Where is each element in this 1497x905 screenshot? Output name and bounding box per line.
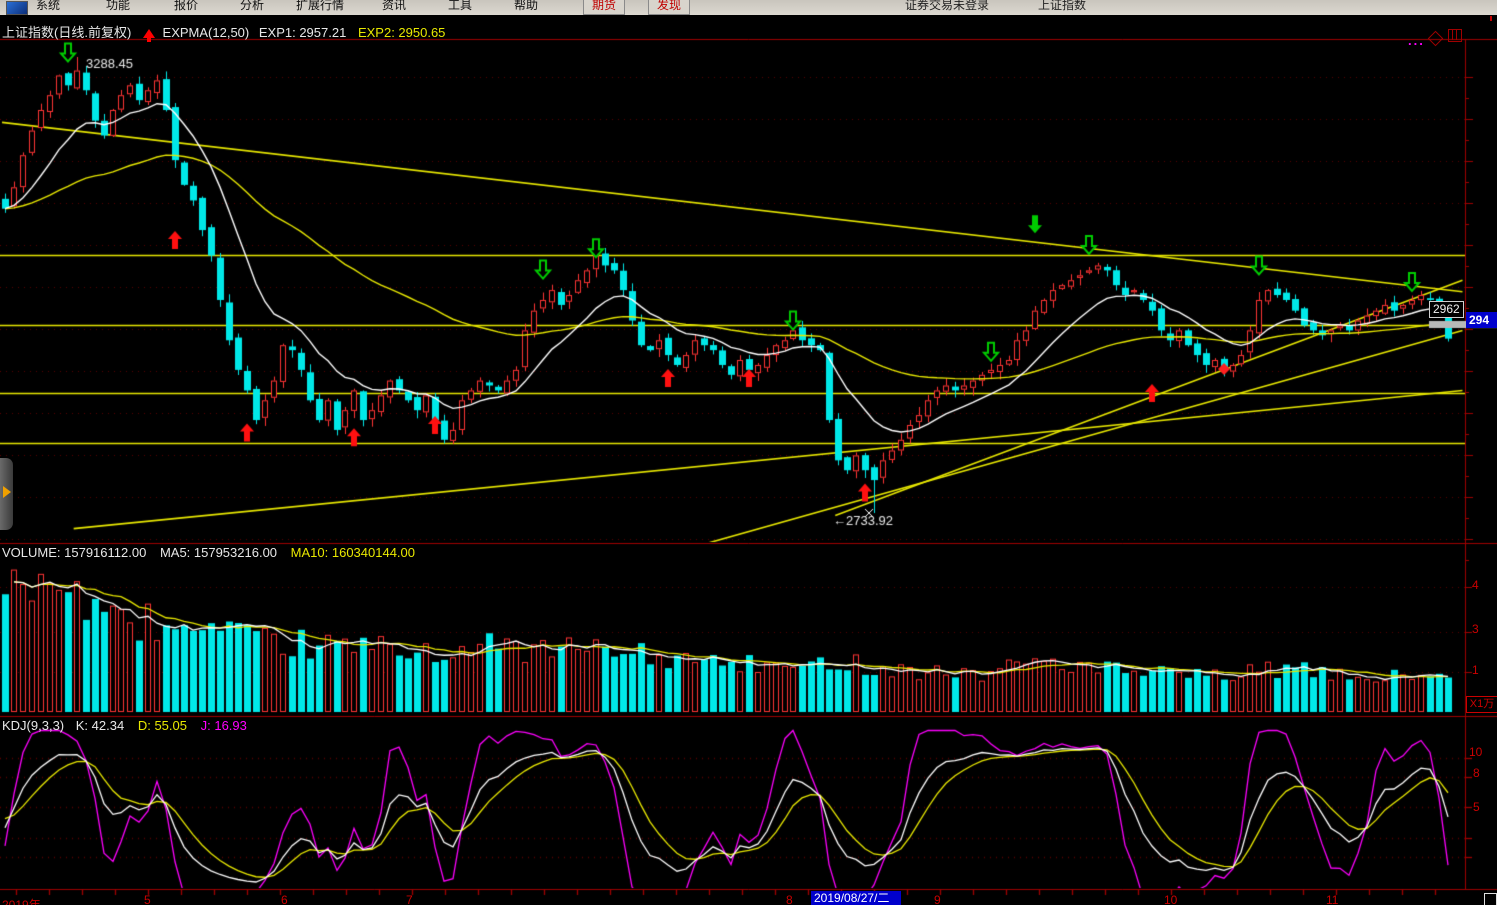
red-up-arrow-icon bbox=[142, 29, 155, 42]
volume-header-row: VOLUME: 157916112.00 MA5: 157953216.00 M… bbox=[2, 545, 415, 560]
exp1-value: EXP1: 2957.21 bbox=[258, 25, 347, 40]
indicator-name[interactable]: EXPMA(12,50) bbox=[162, 25, 250, 40]
current-symbol-text: 上证指数 bbox=[1038, 0, 1087, 12]
timeline-year-label: 2019年 bbox=[2, 898, 41, 905]
volume-multiplier-box: X1万 bbox=[1466, 696, 1497, 713]
menu-item-4[interactable]: 分析 bbox=[240, 0, 265, 12]
menu-item-8[interactable]: 帮助 bbox=[514, 0, 539, 12]
chart-title-row: 上证指数(日线.前复权) EXPMA(12,50) EXP1: 2957.21 … bbox=[2, 22, 446, 42]
kdj-header-row: KDJ(9,3,3) K: 42.34 D: 55.05 J: 16.93 bbox=[2, 718, 247, 733]
login-status-text: 证券交易未登录 bbox=[905, 0, 990, 12]
selected-date-tag: 2019/08/27/二 bbox=[811, 891, 901, 905]
sidebar-expand-handle[interactable] bbox=[0, 458, 13, 530]
volume-axis-label: 1 bbox=[1472, 663, 1479, 677]
exp2-value: EXP2: 2950.65 bbox=[357, 25, 446, 40]
kdj-j-value: J: 16.93 bbox=[200, 718, 247, 733]
menu-item-7[interactable]: 工具 bbox=[448, 0, 473, 12]
menu-bar: 证券交易未登录 上证指数 系统 功能 报价 分析 扩展行情 资讯 工具 帮助 期货 发现 bbox=[0, 0, 1497, 15]
expand-arrow-icon bbox=[3, 486, 11, 498]
menu-button-1[interactable]: 期货 bbox=[583, 0, 626, 15]
menu-item-1[interactable]: 系统 bbox=[36, 0, 61, 12]
symbol-title: 上证指数(日线.前复权) bbox=[2, 25, 132, 40]
timeline-month-label: 8 bbox=[786, 893, 793, 905]
kdj-k-value: K: 42.34 bbox=[75, 718, 125, 733]
timeline-month-label: 9 bbox=[934, 893, 941, 905]
volume-axis-label: 4 bbox=[1472, 578, 1479, 592]
menu-item-2[interactable]: 功能 bbox=[106, 0, 131, 12]
app-logo-icon[interactable] bbox=[6, 1, 28, 15]
kdj-axis-label: 10 bbox=[1469, 745, 1483, 759]
menu-item-5[interactable]: 扩展行情 bbox=[296, 0, 345, 12]
diamond-icon[interactable] bbox=[1427, 30, 1444, 49]
timeline-month-label: 6 bbox=[281, 893, 288, 905]
menu-item-6[interactable]: 资讯 bbox=[382, 0, 407, 12]
menu-item-3[interactable]: 报价 bbox=[174, 0, 199, 12]
kdj-axis-label: 5 bbox=[1473, 800, 1480, 814]
volume-value: VOLUME: 157916112.00 bbox=[2, 545, 147, 560]
window-icon[interactable] bbox=[1448, 29, 1462, 47]
more-options-icon[interactable]: ... bbox=[1408, 33, 1425, 48]
volume-ma5-value: MA5: 157953216.00 bbox=[159, 545, 278, 560]
crosshair-tick bbox=[1490, 16, 1492, 21]
resize-corner-box[interactable] bbox=[1484, 893, 1497, 905]
kdj-label[interactable]: KDJ(9,3,3) bbox=[2, 718, 65, 733]
volume-axis-label: 3 bbox=[1472, 622, 1479, 636]
timeline-month-label: 7 bbox=[406, 893, 413, 905]
volume-ma10-value: MA10: 160340144.00 bbox=[290, 545, 415, 560]
kdj-axis-label: 8 bbox=[1473, 766, 1480, 780]
last-price-tag: 294 bbox=[1466, 312, 1497, 328]
timeline-month-label: 11 bbox=[1326, 893, 1339, 905]
timeline-month-label: 10 bbox=[1164, 893, 1178, 905]
menu-button-2[interactable]: 发现 bbox=[648, 0, 691, 15]
kdj-d-value: D: 55.05 bbox=[137, 718, 187, 733]
timeline-month-label: 5 bbox=[144, 893, 151, 905]
level-price-box: 2962 bbox=[1429, 301, 1464, 318]
